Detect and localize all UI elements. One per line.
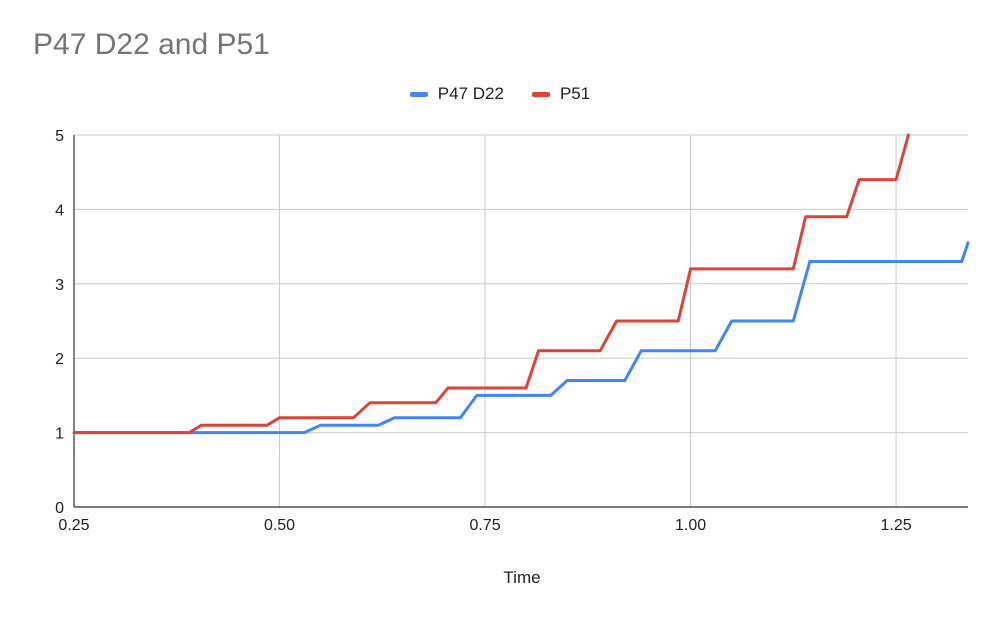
axes bbox=[73, 135, 968, 508]
y-tick-label: 1 bbox=[55, 426, 64, 443]
series-lines bbox=[72, 133, 970, 435]
legend-item-p51: P51 bbox=[531, 84, 591, 104]
legend-swatch-p47-d22 bbox=[409, 91, 428, 97]
y-tick-label: 0 bbox=[55, 500, 64, 517]
x-tick-label: 1.00 bbox=[675, 517, 706, 534]
chart-title: P47 D22 and P51 bbox=[33, 28, 270, 61]
y-tick-label: 4 bbox=[55, 202, 64, 219]
x-tick-label: 1.25 bbox=[880, 517, 911, 534]
gridlines bbox=[74, 134, 968, 507]
x-tick-label: 0.25 bbox=[58, 517, 89, 534]
legend-label-p47-d22: P47 D22 bbox=[437, 84, 504, 103]
y-tick-label: 3 bbox=[55, 277, 64, 294]
legend-label-p51: P51 bbox=[559, 84, 591, 103]
series-line-p51 bbox=[72, 133, 910, 435]
y-tick-label: 5 bbox=[55, 128, 64, 145]
tick-labels: 0 1 2 3 4 5 0.25 0.50 0.75 1.00 1.25 bbox=[55, 128, 912, 534]
x-tick-label: 0.75 bbox=[469, 517, 500, 534]
x-axis-title: Time bbox=[503, 568, 540, 587]
chart-legend: P47 D22 P51 bbox=[0, 84, 1000, 104]
series-line-p47-d22 bbox=[72, 241, 970, 435]
legend-item-p47-d22: P47 D22 bbox=[409, 84, 504, 104]
legend-swatch-p51 bbox=[531, 91, 550, 97]
x-tick-label: 0.50 bbox=[264, 517, 295, 534]
y-tick-label: 2 bbox=[55, 351, 64, 368]
